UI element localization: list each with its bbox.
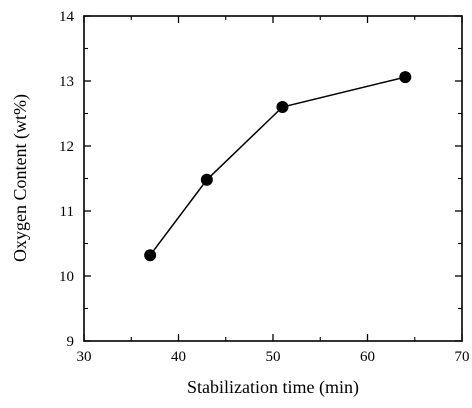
data-point [144, 249, 157, 262]
y-tick-label: 10 [59, 269, 74, 285]
x-axis-title: Stabilization time (min) [187, 377, 359, 398]
y-tick-label: 9 [67, 334, 75, 350]
x-axis-ticks [83, 16, 463, 341]
plot-frame [83, 15, 463, 342]
y-axis-tick-labels: 9 10 11 12 13 14 [59, 9, 75, 350]
x-tick-label: 60 [360, 349, 375, 365]
y-tick-label: 12 [59, 139, 74, 155]
x-tick-label: 50 [266, 349, 281, 365]
y-tick-label: 11 [60, 204, 74, 220]
x-tick-label: 40 [171, 349, 186, 365]
y-tick-label: 14 [59, 9, 75, 25]
data-point [399, 71, 412, 84]
x-tick-label: 70 [455, 349, 470, 365]
data-point [276, 101, 289, 113]
y-tick-label: 13 [59, 74, 74, 90]
x-tick-label: 30 [77, 349, 92, 365]
series-line [149, 76, 406, 256]
data-point [200, 173, 213, 186]
series-layer [144, 71, 412, 262]
y-axis-title: Oxygen Content (wt%) [10, 94, 31, 262]
y-axis-ticks [84, 15, 462, 342]
x-axis-tick-labels: 30 40 50 60 70 [77, 349, 470, 365]
